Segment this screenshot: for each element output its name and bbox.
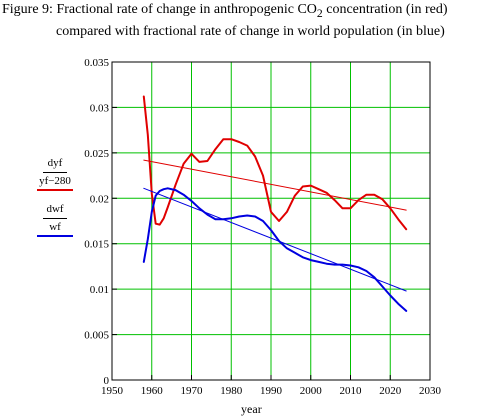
y-tick-label-4: 0.02 (90, 193, 109, 205)
legend-population-fraction-bar (43, 218, 67, 219)
x-tick-label-1: 1960 (141, 385, 164, 397)
y-tick-label-3: 0.015 (84, 239, 109, 251)
legend-co2-fraction-bar (43, 172, 67, 173)
co2-rate-curve (142, 95, 408, 231)
y-tick-label-0: 0 (104, 375, 110, 387)
x-tick-label-6: 2010 (340, 385, 363, 397)
title-line-2: compared with fractional rate of change … (56, 23, 445, 39)
chart-title: Figure 9: Fractional rate of change in a… (2, 1, 480, 41)
x-tick-label-3: 1980 (220, 385, 243, 397)
y-tick-label-6: 0.03 (90, 102, 110, 114)
legend-population-swatch (37, 235, 73, 237)
x-tick-label-0: 1950 (101, 385, 124, 397)
y-tick-label-2: 0.01 (90, 284, 109, 296)
population-rate-curve (142, 187, 408, 312)
legend-population: dwf wf (36, 203, 74, 237)
x-tick-label-5: 2000 (300, 385, 323, 397)
x-axis-label: year (241, 402, 262, 416)
x-tick-label-2: 1970 (181, 385, 204, 397)
y-tick-label-1: 0.005 (84, 330, 109, 342)
title-line-1: Figure 9: Fractional rate of change in a… (2, 2, 448, 20)
y-tick-label-7: 0.035 (84, 57, 109, 69)
legend-co2-swatch (37, 189, 73, 191)
y-tick-label-5: 0.025 (84, 148, 109, 160)
legend-co2: dyf yf−280 (36, 157, 74, 191)
legend-population-denominator: wf (49, 221, 61, 233)
population-trend-line (143, 187, 407, 292)
legend-co2-numerator: dyf (47, 157, 63, 169)
x-tick-label-7: 2020 (379, 385, 402, 397)
co2-trend-line (143, 159, 407, 211)
legend-population-numerator: dwf (46, 203, 64, 215)
x-tick-label-8: 2030 (419, 385, 442, 397)
x-tick-label-4: 1990 (260, 385, 283, 397)
legend-co2-denominator: yf−280 (39, 175, 71, 187)
